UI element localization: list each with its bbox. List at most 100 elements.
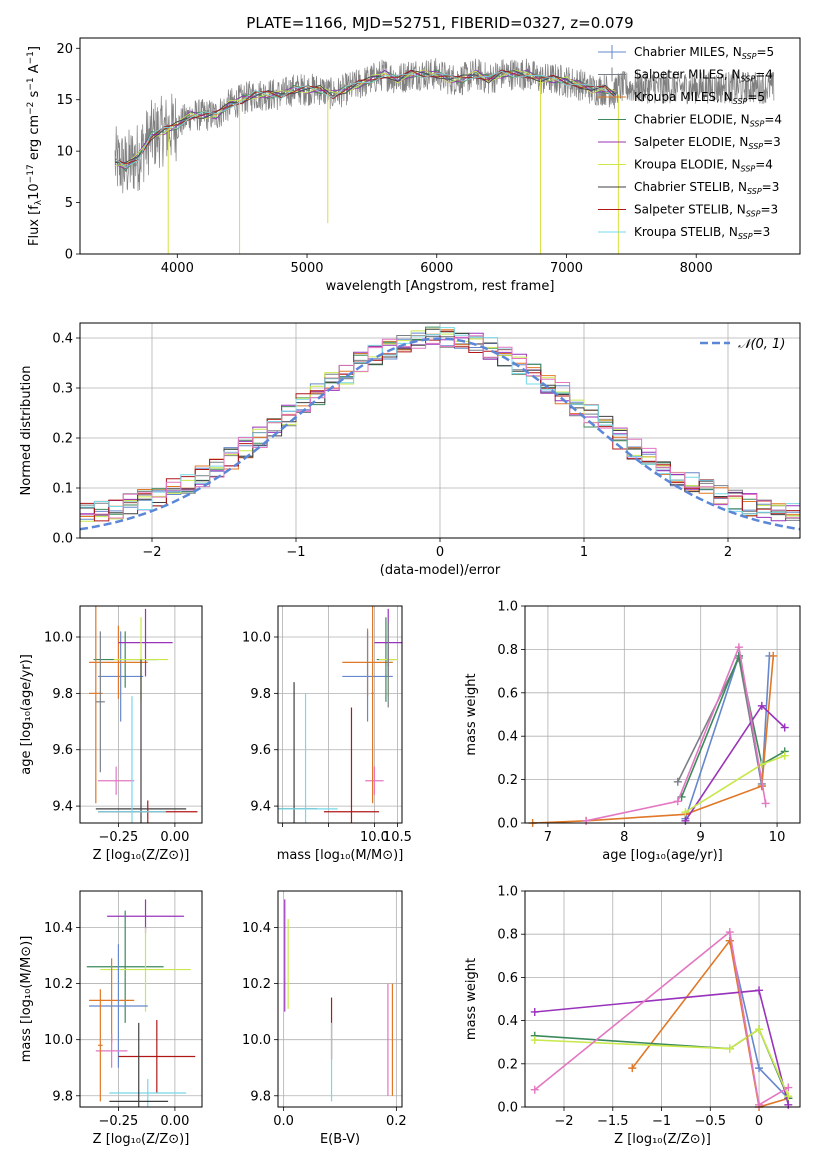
mass_weight_vs_age-xlabel: age [log₁₀(age/yr)] xyxy=(602,848,723,863)
point-marker xyxy=(582,816,591,825)
legend-entry-sub: SSP xyxy=(750,120,765,129)
age_vs_Z-xlabel: Z [log₁₀(Z/Z⊙)] xyxy=(93,848,190,863)
age_vs_Z-axes: −0.25 0.00 9.4 9.6 9.8 10.0 Z [log₁₀(Z/Z⊙)] age… xyxy=(19,606,202,863)
mass_weight_vs_age-ylabel: mass weight xyxy=(464,673,479,755)
mass_weight_vs_Z-yticklabel: 0.2 xyxy=(497,1057,518,1072)
legend-entry-text: Kroupa STELIB, N xyxy=(634,225,738,239)
residuals-xticklabel: 1 xyxy=(580,545,588,560)
mass_vs_EBV-xticklabel: 0.2 xyxy=(386,1114,407,1129)
series-line xyxy=(534,930,789,1107)
age_vs_Z-yticklabel: 9.4 xyxy=(52,800,73,815)
mass_weight_vs_Z-xlabel: Z [log₁₀(Z/Z⊙)] xyxy=(614,1132,711,1147)
point-marker xyxy=(725,928,734,937)
point-marker xyxy=(769,651,778,660)
spectrum-ylabel-part: s xyxy=(27,90,42,101)
legend-entry-sub: SSP xyxy=(741,165,756,174)
spectrum-xlabel: wavelength [Angstrom, rest frame] xyxy=(326,279,555,294)
mass_weight_vs_Z-yticklabel: 0.4 xyxy=(497,1014,518,1029)
mass_weight_vs_Z-xticklabel: 0 xyxy=(755,1114,763,1129)
point-marker xyxy=(784,1100,793,1109)
point-marker xyxy=(530,1085,539,1094)
mass_weight_vs_Z-yticklabel: 0.6 xyxy=(497,971,518,986)
age_vs_mass-xlabel: mass [log₁₀(M/M⊙)] xyxy=(277,848,404,863)
age_vs_Z-yticklabel: 10.0 xyxy=(44,631,73,646)
series-line xyxy=(534,1028,790,1097)
legend-entry-sub: SSP xyxy=(748,142,763,151)
mass_vs_EBV-yticklabel: 10.4 xyxy=(242,921,271,936)
mass_weight_vs_age-yticklabel: 0.4 xyxy=(497,730,518,745)
mass_vs_Z-ylabel: mass [log₁₀(M/M⊙)] xyxy=(19,936,34,1063)
mass_weight_vs_Z-frame xyxy=(524,890,801,1108)
spectrum-yticklabel: 20 xyxy=(56,42,73,57)
residuals-ylabel: Normed distribution xyxy=(19,366,34,496)
legend-entry-sub: SSP xyxy=(747,187,762,196)
legend-entry: Chabrier STELIB, NSSP=3 xyxy=(634,180,779,196)
legend-entry: Chabrier MILES, NSSP=5 xyxy=(634,45,774,61)
gaussian-curve xyxy=(79,337,801,531)
mass_weight_vs_Z-yticklabel: 1.0 xyxy=(497,885,518,900)
mass_weight_vs_age-yticklabel: 0.8 xyxy=(497,643,518,658)
series-line xyxy=(680,653,786,798)
mass_vs_EBV-yticklabel: 10.2 xyxy=(242,977,271,992)
point-marker xyxy=(755,1064,764,1073)
mass_weight_vs_age-yticklabel: 1.0 xyxy=(497,600,518,615)
residuals-yticklabel: 0.2 xyxy=(52,432,73,447)
mass_weight_vs_Z-xticklabel: −0.5 xyxy=(694,1114,726,1129)
legend-entry: Kroupa STELIB, NSSP=3 xyxy=(634,225,770,241)
residuals-yticklabel: 0.1 xyxy=(52,482,73,497)
point-marker xyxy=(784,1083,793,1092)
mass_weight_vs_age-xticklabel: 7 xyxy=(544,830,552,845)
legend-entry: Chabrier ELODIE, NSSP=4 xyxy=(634,113,782,129)
mass_vs_Z-xticklabel: 0.00 xyxy=(160,1114,189,1129)
legend-entry-text: Salpeter STELIB, N xyxy=(634,203,746,217)
spectrum-frame xyxy=(79,37,801,255)
series-line xyxy=(631,938,789,1109)
legend-entry: Kroupa MILES, NSSP=5 xyxy=(634,90,765,106)
point-marker xyxy=(530,1036,539,1045)
mass_weight_vs_age-yticklabel: 0.6 xyxy=(497,686,518,701)
legend-entry-suffix: =5 xyxy=(747,90,765,104)
point-marker xyxy=(784,1092,793,1101)
mass_weight_vs_age-yticklabel: 0.2 xyxy=(497,773,518,788)
point-marker xyxy=(780,723,789,732)
mass_vs_Z-xticklabel: −0.25 xyxy=(98,1114,138,1129)
figure-title: PLATE=1166, MJD=52751, FIBERID=0327, z=0… xyxy=(246,14,633,32)
legend-entry-sub: SSP xyxy=(746,210,761,219)
mass_vs_Z-frame xyxy=(79,890,203,1108)
spectrum-yticklabel: 5 xyxy=(65,196,73,211)
legend-entry: Salpeter ELODIE, NSSP=3 xyxy=(634,135,781,151)
series-line xyxy=(677,655,763,785)
spectrum-yticklabel: 10 xyxy=(56,145,73,160)
age_vs_mass-xticklabel: 10.5 xyxy=(383,830,412,845)
mass_vs_Z-yticklabel: 10.2 xyxy=(44,977,73,992)
residuals-xticklabel: 0 xyxy=(436,545,444,560)
age_vs_mass-yticklabel: 9.8 xyxy=(250,687,271,702)
legend-entry-text: Kroupa ELODIE, N xyxy=(634,158,741,172)
mass_vs_EBV-yticklabel: 9.8 xyxy=(250,1089,271,1104)
histogram-step-line xyxy=(80,330,800,522)
spectrum-ylabel-part: erg cm xyxy=(27,115,42,164)
legend-entry-sub: SSP xyxy=(741,75,756,84)
age_vs_Z-frame xyxy=(79,605,203,824)
residuals-frame xyxy=(79,322,801,539)
spectrum-xticklabel: 4000 xyxy=(161,261,194,276)
legend-entry-suffix: =3 xyxy=(753,225,771,239)
model-spectrum-line xyxy=(114,69,617,165)
spectrum-ylabel: Flux [fλ10−17 erg cm−2 s−1 A−1] xyxy=(26,46,44,246)
spectrum-ylabel-part: λ xyxy=(34,199,44,205)
mass_weight_vs_Z-ylabel: mass weight xyxy=(464,958,479,1040)
series-line xyxy=(585,644,767,822)
spectrum-ylabel-part: Flux [f xyxy=(27,205,42,246)
legend-entry: Salpeter STELIB, NSSP=3 xyxy=(634,203,778,219)
gaussian-legend-label: 𝒩(0, 1) xyxy=(738,337,785,352)
age_vs_mass-frame xyxy=(277,605,403,824)
point-marker xyxy=(757,701,766,710)
legend-entry-text: Salpeter MILES, N xyxy=(634,68,741,82)
mass_vs_Z-yticklabel: 10.0 xyxy=(44,1033,73,1048)
legend-entry-text: Kroupa MILES, N xyxy=(634,90,733,104)
mass_weight_vs_age-axes: 7 8 9 10 0.0 0.2 0.4 0.6 0.8 1.0 age [log₁₀(age/yr… xyxy=(464,600,800,863)
spectrum-ylabel-part: −17 xyxy=(26,164,36,183)
legend-entry-text: Chabrier ELODIE, N xyxy=(634,113,750,127)
